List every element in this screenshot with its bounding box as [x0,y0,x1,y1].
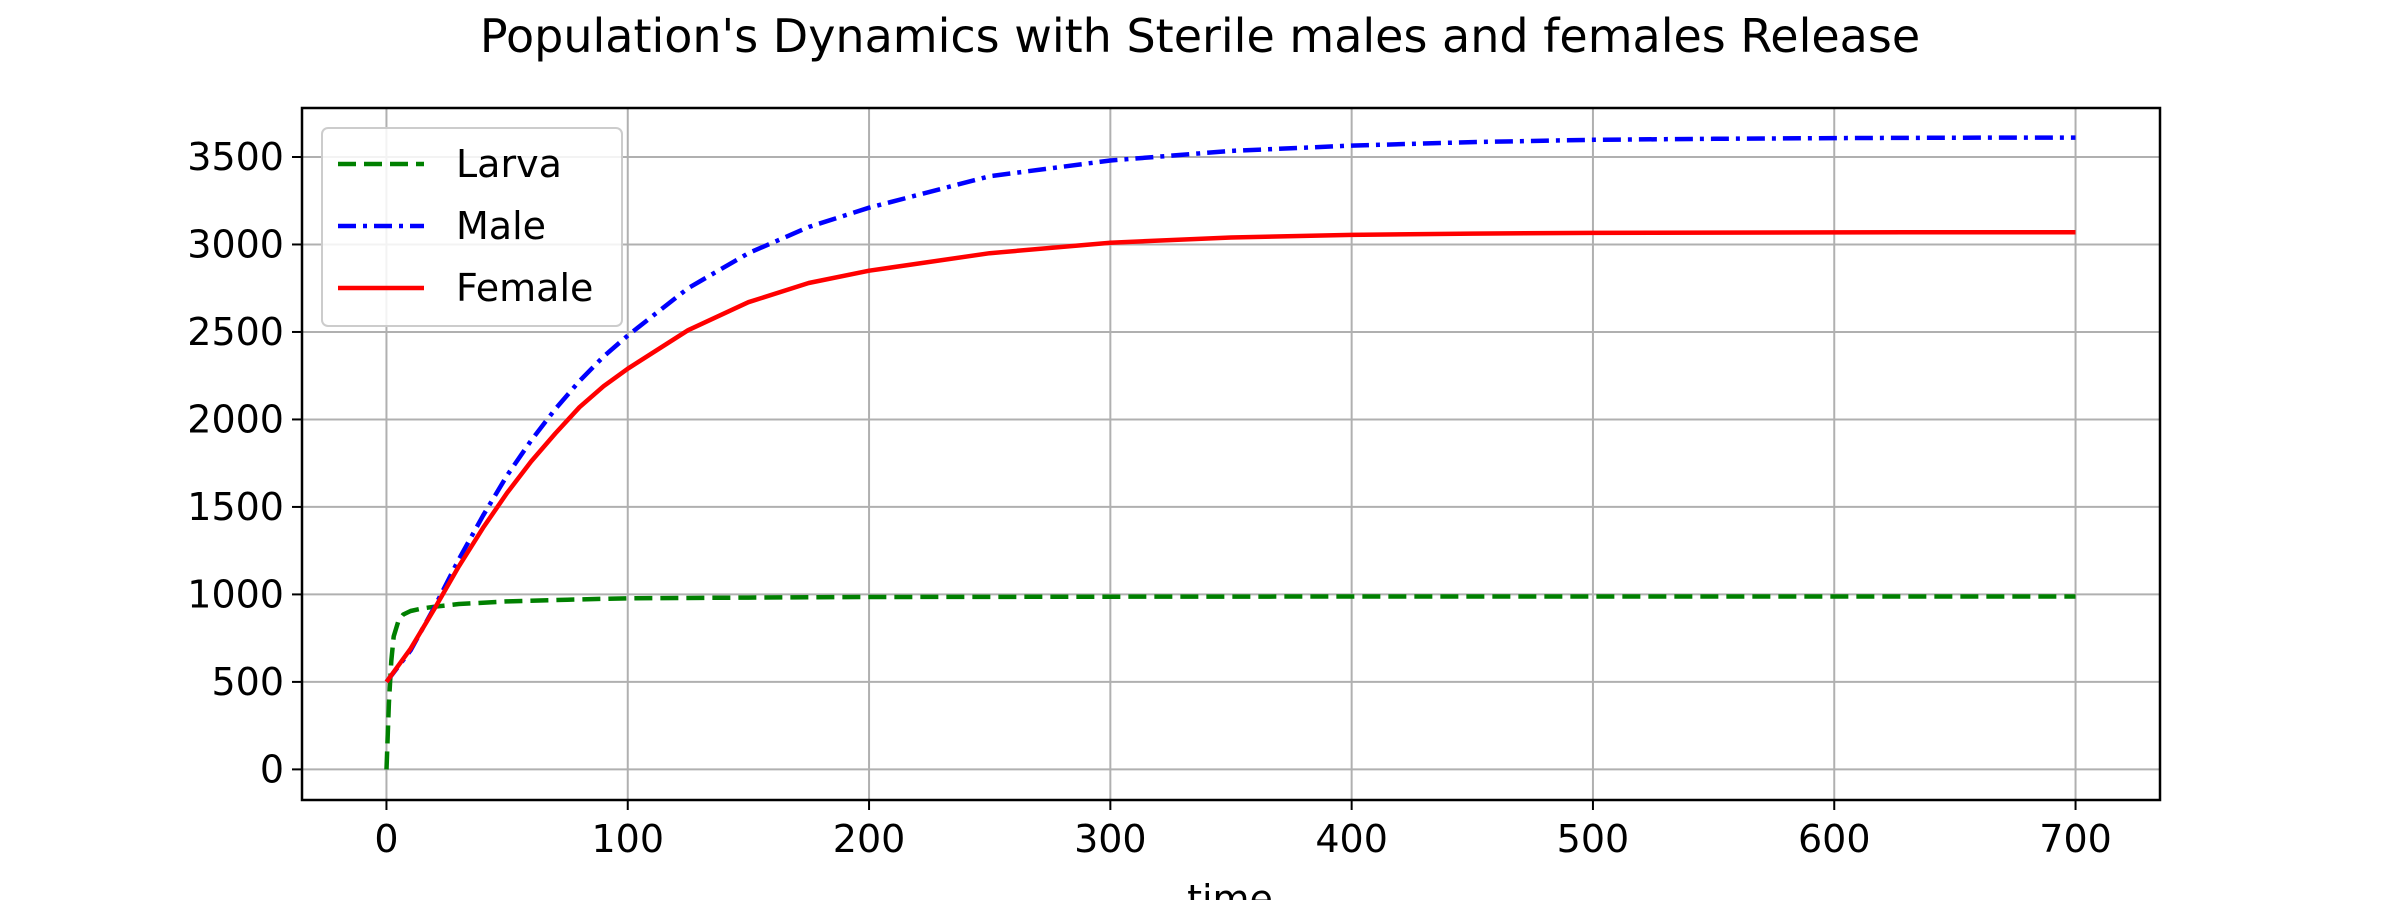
legend-box [321,127,623,327]
legend-label-female: Female [456,266,593,310]
x-tick-label: 0 [374,817,398,861]
x-tick-label: 200 [833,817,906,861]
plot-frame [300,106,2162,802]
y-tick-label: 2500 [187,310,284,354]
x-tick-label: 100 [591,817,664,861]
x-tick-label: 400 [1315,817,1388,861]
series-line-larva [384,594,2076,770]
x-tick-label: 500 [1557,817,1630,861]
x-tick-label: 300 [1074,817,1147,861]
legend-label-larva: Larva [456,142,562,186]
legend: Larva Male Female [321,127,623,327]
x-tick-label: 600 [1798,817,1871,861]
series-line-male [384,135,2076,684]
y-tick-label: 2000 [187,397,284,441]
y-tick-label: 3500 [187,135,284,179]
y-tick-label: 500 [211,660,284,704]
y-tick-label: 0 [260,747,284,791]
tick-layer: 0 100 200 300 400 500 600 700 0 500 1000 1500 2000 25… [187,135,2112,861]
series-line-female [384,229,2076,684]
y-tick-label: 1500 [187,485,284,529]
x-tick-label: 700 [2039,817,2112,861]
y-tick-label: 1000 [187,572,284,616]
y-tick-label: 3000 [187,222,284,266]
legend-label-male: Male [456,204,546,248]
x-axis-label: time [1187,877,1273,900]
chart-title: Population's Dynamics with Sterile males… [480,9,1920,63]
series-layer [384,135,2076,770]
